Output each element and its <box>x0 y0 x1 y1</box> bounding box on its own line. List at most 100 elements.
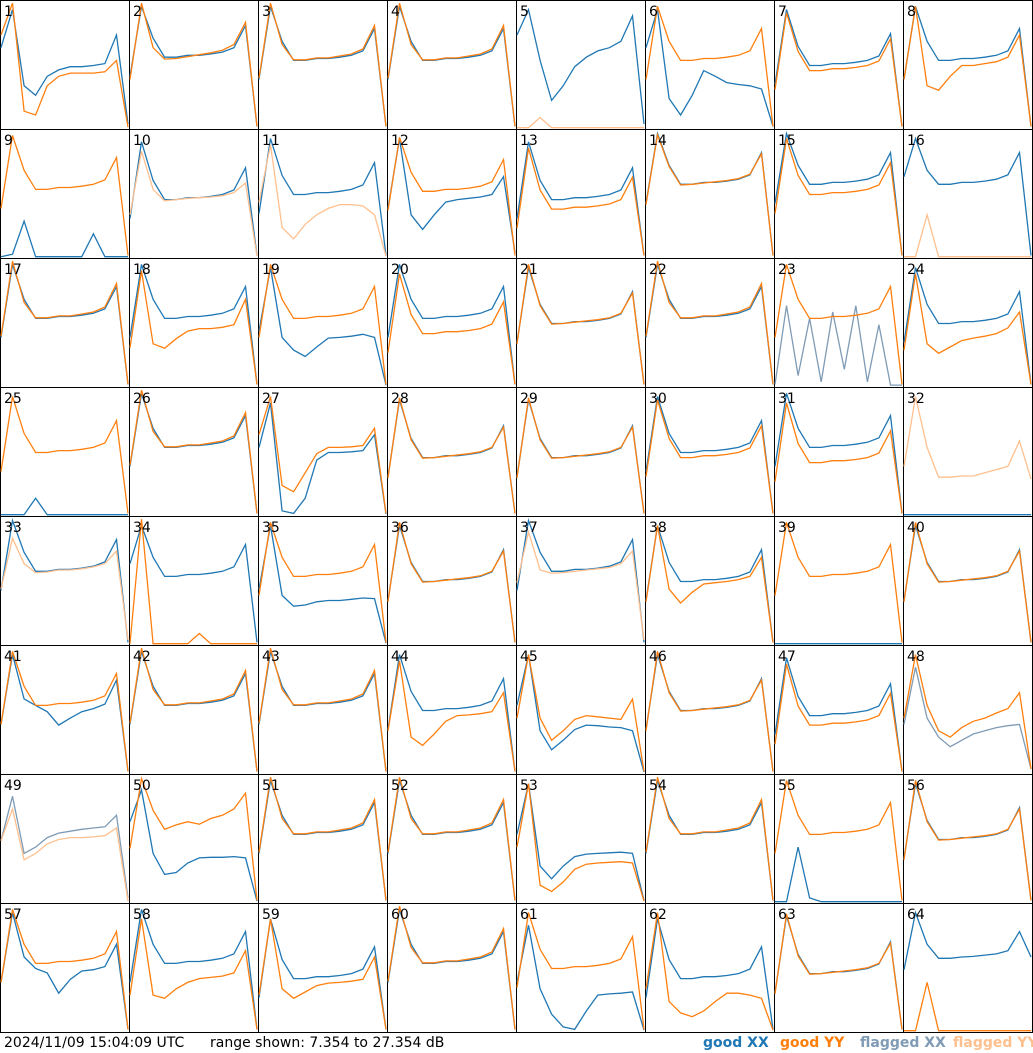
xx-spectrum <box>516 925 645 1031</box>
panel-label: 21 <box>520 262 538 278</box>
panel: 55 <box>774 774 904 904</box>
yy-spectrum <box>0 909 129 1030</box>
panel: 12 <box>387 129 517 259</box>
panel: 56 <box>903 774 1033 904</box>
yy-spectrum <box>774 663 903 772</box>
yy-spectrum <box>129 390 258 514</box>
yy-spectrum <box>387 660 516 772</box>
panel: 9 <box>0 129 130 259</box>
panel: 29 <box>516 387 646 517</box>
yy-spectrum <box>904 982 1031 1032</box>
panel-frame <box>516 903 646 1033</box>
xx-spectrum <box>516 783 645 901</box>
panel: 48 <box>903 645 1033 775</box>
yy-spectrum <box>0 396 129 514</box>
xx-spectrum <box>0 654 129 772</box>
panel: 40 <box>903 516 1033 646</box>
panel: 32 <box>903 387 1033 517</box>
panel: 61 <box>516 903 646 1033</box>
panel-label: 62 <box>649 907 667 923</box>
panel-frame <box>387 258 517 388</box>
yy-spectrum <box>387 397 516 514</box>
panel-frame <box>774 129 904 259</box>
panel: 31 <box>774 387 904 517</box>
panel-label: 7 <box>778 4 787 20</box>
panel: 46 <box>645 645 775 775</box>
yy-spectrum <box>258 522 387 643</box>
yy-spectrum <box>645 261 774 385</box>
panel-frame <box>645 645 775 775</box>
xx-spectrum <box>129 264 258 385</box>
panel: 53 <box>516 774 646 904</box>
yy-spectrum <box>645 651 774 772</box>
xx-spectrum <box>903 6 1032 127</box>
panel-frame <box>516 0 646 130</box>
panel: 59 <box>258 903 388 1033</box>
yy-spectrum <box>129 519 257 645</box>
panel: 3 <box>258 0 388 130</box>
xx-spectrum <box>258 138 387 256</box>
yy-spectrum <box>645 525 774 643</box>
xx-spectrum <box>775 846 902 903</box>
yy-spectrum <box>129 270 258 385</box>
yy-spectrum <box>258 3 387 127</box>
panel-label: 18 <box>133 262 151 278</box>
panel: 5 <box>516 0 646 130</box>
panel-frame <box>387 903 517 1033</box>
panel-label: 63 <box>778 907 796 923</box>
panel: 26 <box>129 387 259 517</box>
yy-spectrum <box>129 648 258 772</box>
panel-frame <box>0 387 130 517</box>
panel: 13 <box>516 129 646 259</box>
panel-frame <box>0 0 130 130</box>
yy-spectrum <box>645 399 774 514</box>
panel-label: 30 <box>649 391 667 407</box>
panel-label: 17 <box>4 262 22 278</box>
panel-frame <box>387 387 517 517</box>
yy-spectrum <box>516 783 645 902</box>
panel: 64 <box>903 903 1033 1033</box>
panel-label: 23 <box>778 262 796 278</box>
yy-spectrum <box>903 273 1032 385</box>
panel-label: 48 <box>907 649 925 665</box>
legend-entry: good YY <box>780 1035 845 1051</box>
yy-spectrum <box>774 402 903 514</box>
panel-label: 15 <box>778 133 796 149</box>
panel-label: 9 <box>4 133 13 149</box>
panel-label: 55 <box>778 778 796 794</box>
yy-spectrum <box>903 396 1032 480</box>
panel-frame <box>774 516 904 646</box>
yy-spectrum <box>903 6 1032 127</box>
panel: 21 <box>516 258 646 388</box>
yy-spectrum <box>387 522 516 643</box>
xx-spectrum <box>258 525 387 644</box>
range-label: range shown: <box>210 1035 305 1051</box>
panel-frame <box>516 258 646 388</box>
range-min: 7.354 <box>309 1035 349 1051</box>
legend-entry: good XX <box>703 1035 769 1051</box>
xx-spectrum <box>903 910 1032 970</box>
panel: 24 <box>903 258 1033 388</box>
panel: 50 <box>129 774 259 904</box>
panel-label: 43 <box>262 649 280 665</box>
yy-spectrum <box>387 273 516 385</box>
yy-spectrum <box>904 212 1031 258</box>
panel: 51 <box>258 774 388 904</box>
panel-label: 64 <box>907 907 925 923</box>
yy-spectrum <box>387 3 516 127</box>
panel: 28 <box>387 387 517 517</box>
panel-label: 12 <box>391 133 409 149</box>
xx-spectrum <box>129 787 258 902</box>
xx-spectrum <box>258 918 387 1030</box>
panel-label: 60 <box>391 907 409 923</box>
panel-label: 19 <box>262 262 280 278</box>
panel: 35 <box>258 516 388 646</box>
panel: 18 <box>129 258 259 388</box>
panel-frame <box>387 516 517 646</box>
xx-spectrum <box>903 267 1032 385</box>
yy-spectrum <box>129 775 258 901</box>
panel: 42 <box>129 645 259 775</box>
yy-spectrum <box>903 780 1032 901</box>
panel-frame <box>258 0 388 130</box>
